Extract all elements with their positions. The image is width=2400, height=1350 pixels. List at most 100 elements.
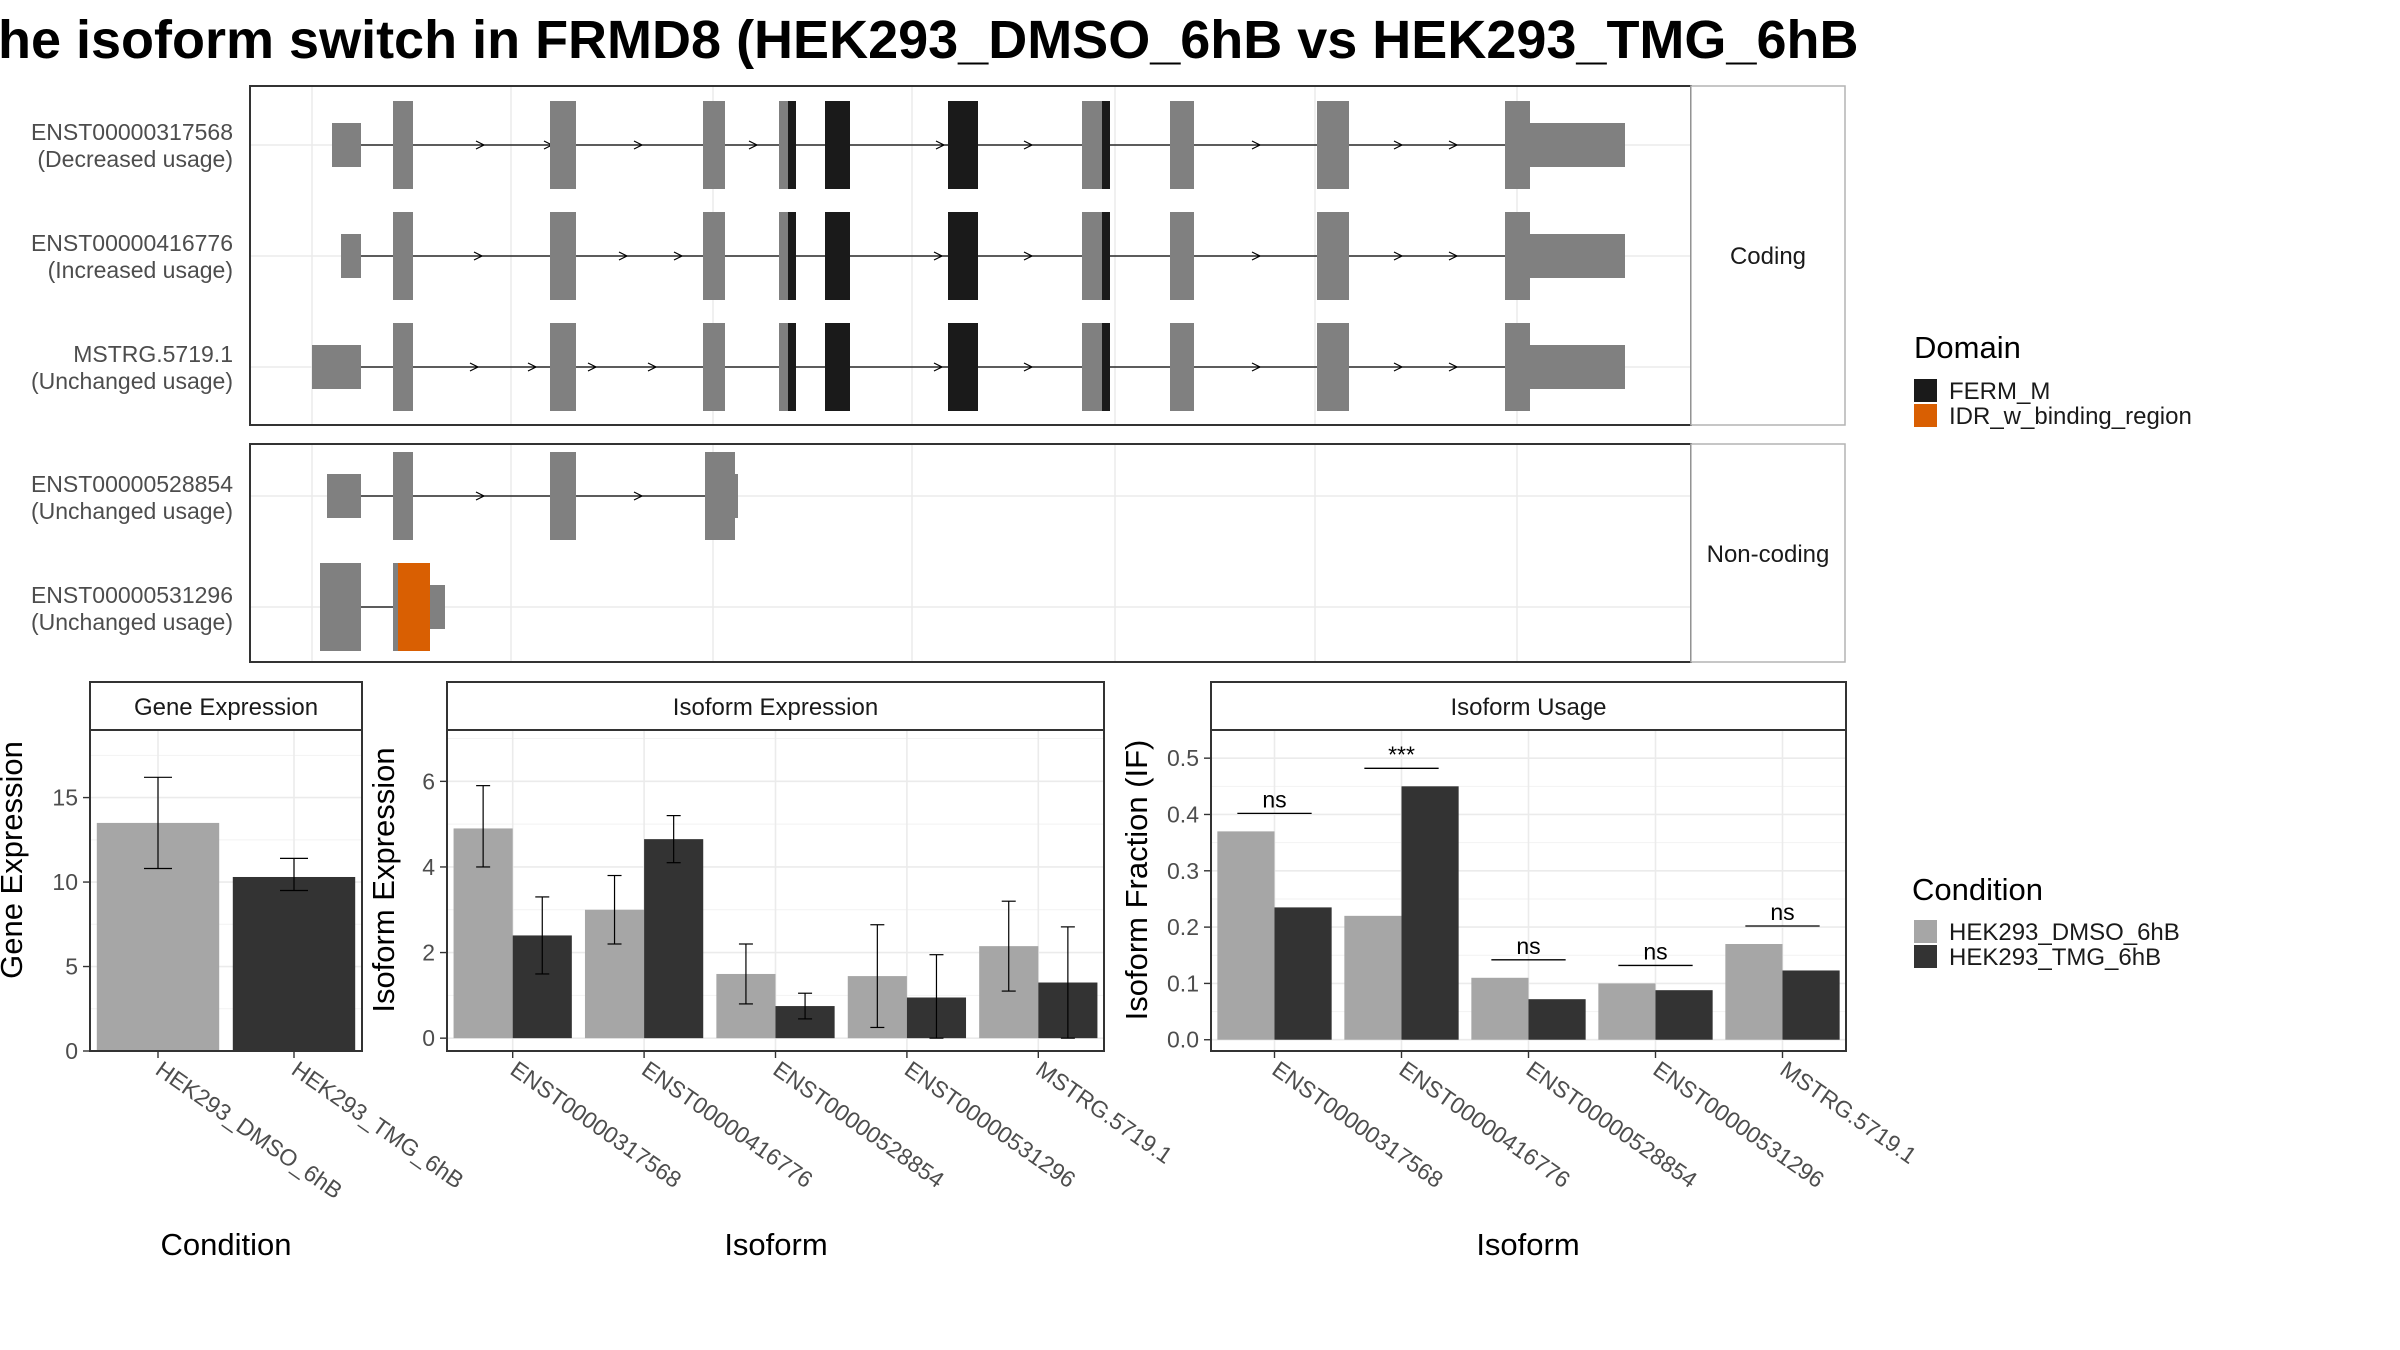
direction-arrow — [475, 140, 486, 150]
isoform-label-id: ENST00000416776 — [31, 230, 233, 256]
exon — [550, 212, 576, 300]
bar — [232, 876, 356, 1051]
x-axis-title: Isoform — [1476, 1227, 1579, 1262]
bar — [1471, 977, 1529, 1040]
direction-arrow — [1251, 140, 1262, 150]
isoform-expression-chart: Isoform Expression0246ENST00000317568ENS… — [366, 681, 1177, 1262]
coding-strip — [1690, 85, 1846, 426]
domain-legend-swatch-ferm — [1914, 379, 1937, 402]
direction-arrow — [633, 140, 644, 150]
exon — [1317, 101, 1349, 189]
ferm-domain — [825, 101, 850, 189]
bar — [1655, 990, 1713, 1040]
direction-arrow — [1448, 251, 1459, 261]
isoform-track — [312, 323, 1625, 411]
facet-strip-label: Isoform Usage — [1450, 694, 1606, 721]
y-tick-label: 15 — [52, 785, 78, 811]
ferm-domain — [1102, 212, 1110, 300]
direction-arrow — [1023, 251, 1034, 261]
bar — [1725, 944, 1783, 1040]
exon — [705, 452, 735, 540]
exon — [1317, 323, 1349, 411]
ferm-domain — [1102, 323, 1110, 411]
facet-strip-label: Gene Expression — [134, 694, 318, 721]
coding-strip-label: Coding — [1730, 243, 1806, 270]
bar — [1401, 786, 1459, 1040]
isoform-label-usage: (Unchanged usage) — [31, 609, 233, 635]
exon — [703, 212, 725, 300]
y-tick-label: 0.1 — [1167, 970, 1199, 996]
facet-strip — [446, 681, 1105, 731]
exon — [1506, 101, 1530, 189]
exon — [1506, 212, 1530, 300]
ferm-domain — [825, 323, 850, 411]
isoform-label-id: ENST00000528854 — [31, 471, 233, 497]
ferm-domain — [948, 212, 978, 300]
exon — [1170, 323, 1194, 411]
direction-arrow — [1393, 251, 1404, 261]
exon — [703, 101, 725, 189]
isoform-usage-chart: ns *** ns ns ns Isoform Usage 0.0 0.1 0.2 0.3 0.4 0… — [1119, 681, 1921, 1262]
direction-arrow — [587, 362, 598, 372]
y-tick-label: 0 — [65, 1038, 78, 1064]
significance-label: ns — [1262, 786, 1286, 812]
direction-arrow — [933, 251, 944, 261]
direction-arrow — [933, 362, 944, 372]
direction-arrow — [1448, 362, 1459, 372]
exon — [1170, 101, 1194, 189]
isoform-tracks — [312, 101, 1625, 651]
exon — [341, 234, 361, 278]
y-axis-title: Isoform Expression — [366, 747, 401, 1012]
exon — [393, 323, 413, 411]
significance-label: *** — [1388, 741, 1415, 767]
exon — [327, 474, 361, 518]
exon — [312, 345, 361, 389]
isoform-label-usage: (Decreased usage) — [37, 146, 233, 172]
bar — [644, 839, 704, 1039]
y-axis-title: Gene Expression — [0, 741, 29, 979]
y-tick-label: 0.3 — [1167, 858, 1199, 884]
direction-arrow — [618, 251, 629, 261]
condition-legend-label: HEK293_DMSO_6hB — [1949, 919, 2180, 946]
condition-legend-label: HEK293_TMG_6hB — [1949, 944, 2161, 971]
ferm-domain — [788, 101, 796, 189]
facet-strip — [89, 681, 363, 731]
condition-legend-title: Condition — [1912, 872, 2043, 907]
exon — [550, 323, 576, 411]
condition-legend-swatch-dmso — [1914, 920, 1937, 943]
ferm-domain — [788, 323, 796, 411]
ferm-domain — [1102, 101, 1110, 189]
y-tick-label: 6 — [422, 768, 435, 794]
isoform-label-usage: (Unchanged usage) — [31, 368, 233, 394]
direction-arrow — [1251, 251, 1262, 261]
y-tick-label: 0.5 — [1167, 745, 1199, 771]
direction-arrow — [527, 362, 538, 372]
significance-label: ns — [1643, 938, 1667, 964]
bar — [1528, 999, 1586, 1040]
direction-arrow — [1393, 362, 1404, 372]
direction-arrow — [647, 362, 658, 372]
isoform-labels: ENST00000317568 (Decreased usage) ENST00… — [31, 119, 233, 635]
x-axis-title: Condition — [161, 1227, 292, 1262]
isoform-track — [332, 101, 1625, 189]
bar — [1598, 983, 1656, 1040]
isoform-label-usage: (Increased usage) — [48, 257, 233, 283]
exon — [703, 323, 725, 411]
exon — [1530, 123, 1625, 167]
direction-arrow — [1023, 362, 1034, 372]
exon — [1530, 234, 1625, 278]
isoform-track — [341, 212, 1625, 300]
exon — [393, 452, 413, 540]
condition-legend-swatch-tmg — [1914, 945, 1937, 968]
isoform-label-id: ENST00000531296 — [31, 582, 233, 608]
facet-strip-label: Isoform Expression — [673, 694, 878, 721]
direction-arrow — [633, 491, 644, 501]
facet-strip — [1210, 681, 1847, 731]
idr-domain — [398, 563, 430, 651]
plot-title: he isoform switch in FRMD8 (HEK293_DMSO_… — [0, 10, 1858, 70]
bar — [1344, 915, 1402, 1040]
exon — [332, 123, 361, 167]
exon — [320, 563, 361, 651]
direction-arrow — [1023, 140, 1034, 150]
